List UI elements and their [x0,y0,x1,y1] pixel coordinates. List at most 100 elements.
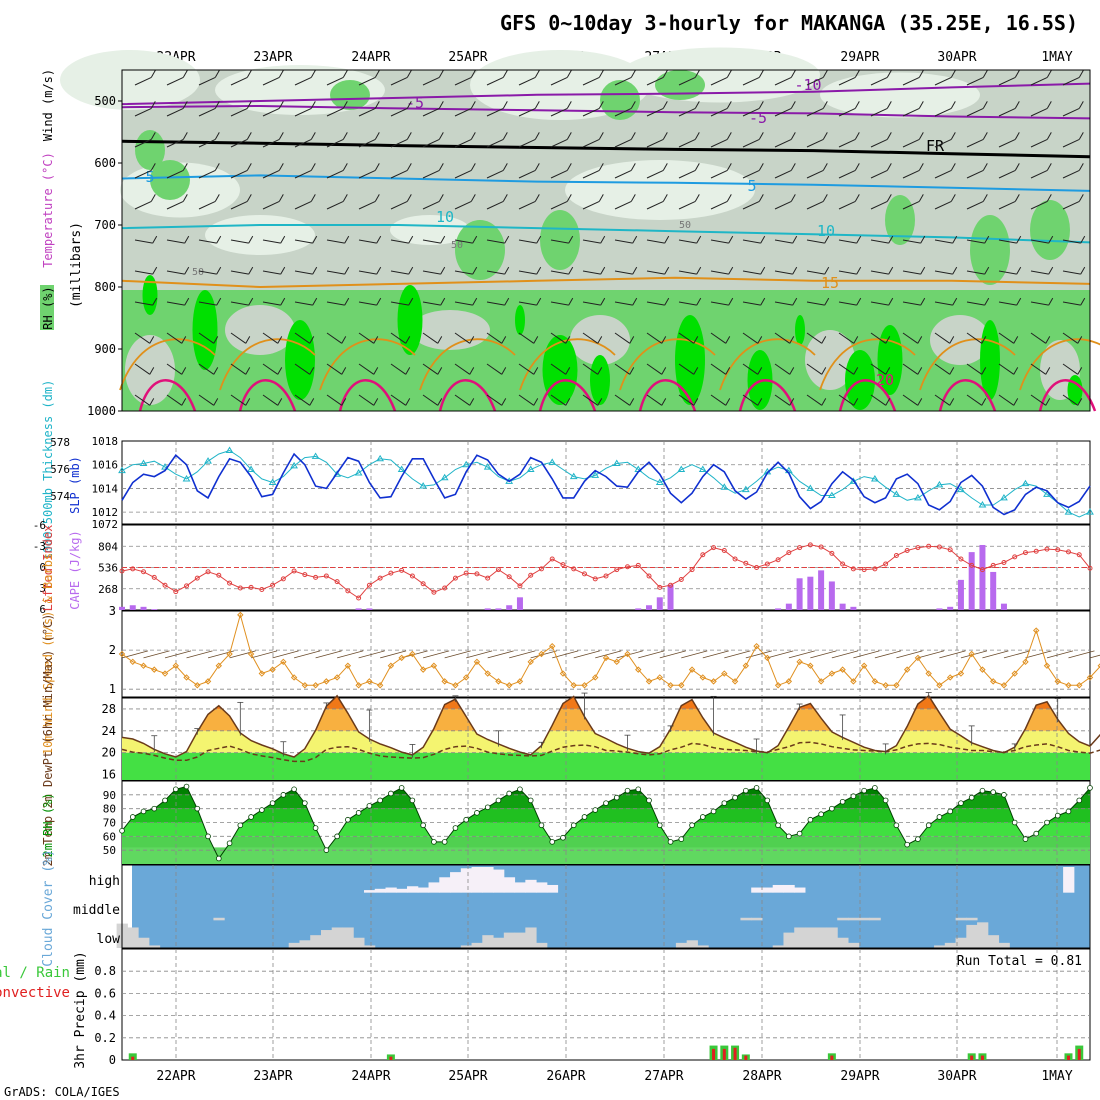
wind-barb [198,363,215,375]
wind-barb [550,270,569,275]
wind-barb [1030,169,1048,179]
li-marker [452,575,458,581]
wind-barb [870,363,887,375]
wind-barb [646,239,665,244]
wind10m-marker [914,654,922,662]
cape-bar [366,608,373,610]
rh2m-marker [259,807,265,813]
wind-barb-flag [373,398,379,406]
wind-barb [326,138,344,148]
wind-barb-flag [440,297,446,306]
rh-drier-region [930,315,990,365]
wind10m-barb [293,650,321,659]
wind-barb-flag [792,266,798,275]
wind-barb-flag [504,235,510,244]
wind-barb-flag [822,70,828,78]
cloud-high-bar [761,887,774,893]
wind-barb [326,270,345,275]
wind-barb [326,301,345,306]
ylabel-cloud-cover: Cloud Cover (%) [41,849,56,966]
wind-barb [1062,394,1079,406]
rh-drier-region [225,305,295,355]
wind-barb-flag [630,101,636,109]
rh2m-marker [205,833,211,840]
wind-barb [166,363,183,375]
rh-moist-region [330,80,370,110]
thickness-marker [935,480,944,488]
wind-barb [166,169,184,179]
rh2m-marker [431,839,437,845]
wind10m-marker [290,674,298,681]
wind10m-marker [183,674,190,681]
wind-barb [518,76,536,86]
wind-barb [998,169,1016,179]
wind-barb [870,332,887,344]
rh-legend-swatch [40,285,54,330]
li-marker [969,562,975,568]
rh2m-marker [592,807,599,813]
wind-barb-flag [181,367,187,375]
wind-barb-flag [696,235,702,244]
wind-barb [614,76,632,86]
ylabel-rh2m: 2m RH (%) [41,792,55,857]
thickness-marker [612,459,621,467]
wind-barb [710,394,727,406]
wind-barb-flag [502,194,508,202]
cloud-low-bar [934,945,946,948]
wind-barb-flag [1013,336,1019,344]
wind-barb-flag [566,194,572,202]
rh2m-band [122,822,1090,837]
wind-barb-flag [982,163,988,171]
wind-barb-flag [952,235,958,244]
wind10m-marker [538,650,545,658]
wind10m-barb [896,650,923,659]
rh2m-marker [302,800,308,806]
rh2m-band [122,808,1090,823]
cloud-high-bar [396,888,408,893]
ylabel-temperature: Temperature (°C) [41,152,55,268]
rh2m-marker [947,808,953,815]
rh2m-marker [710,808,717,815]
wind-barb-flag [629,367,635,375]
wind-barb-flag [792,235,798,244]
wind10m-marker [925,670,932,677]
wind-barb-flag [824,297,830,306]
rh-moist-region [150,160,190,200]
wind-barb [358,301,377,306]
wind-barb [742,138,760,148]
cape-bar [775,608,782,610]
thickness-marker [914,493,922,501]
wind-barb [614,200,632,210]
cloud-high-bar [407,886,419,893]
wind-barb-flag [949,398,955,406]
wind-barb-flag [566,163,572,171]
wind-barb-flag [438,132,444,140]
wind-barb [262,394,279,406]
wind10m-marker [667,682,674,689]
isotherm-15-bump [819,338,916,391]
wind-barb-flag [502,132,508,140]
rh2m-marker [1022,836,1029,842]
wind-barb [230,138,248,148]
li-marker [700,552,706,558]
wind-barb [838,363,855,375]
wind-barb-flag [406,194,412,202]
rh-low-region [205,215,315,255]
li-marker [280,576,286,582]
contour-label: 10 [817,222,835,240]
li-marker [528,572,534,578]
wind-barb [294,169,312,179]
rh2m-marker [517,786,523,793]
wind-barb-flag [182,132,188,140]
wind-barb-flag [632,266,638,275]
li-marker [1001,560,1007,566]
cloud-high-bar [503,877,516,893]
wind-barb [678,332,695,344]
wind-barb-flag [280,266,286,275]
wind-barb [294,138,312,148]
wind10m-marker [1086,674,1094,681]
wind-barb-flag [950,101,956,109]
cape-bar [516,597,523,610]
isotherm-20-bump [238,379,297,412]
cloud-high-bar [385,887,397,893]
